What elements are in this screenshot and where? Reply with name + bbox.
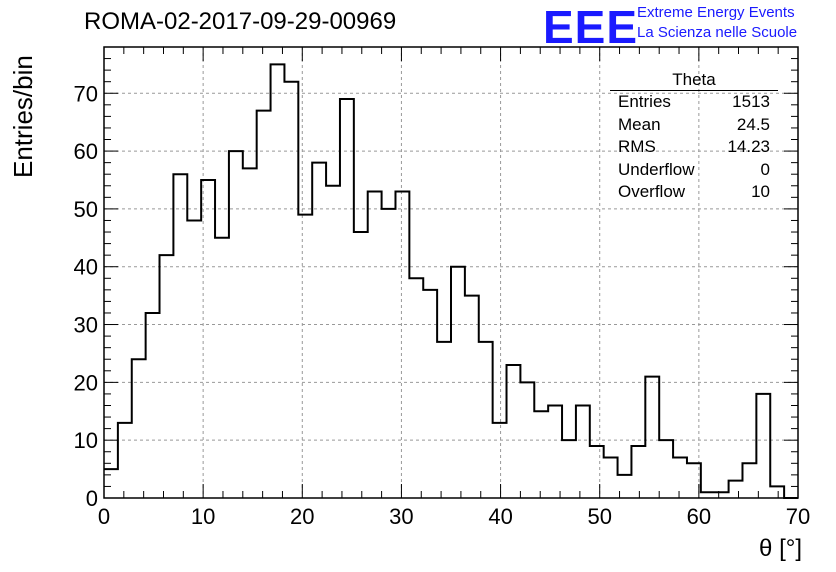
histogram-bin (548, 405, 562, 498)
histogram-bin (215, 238, 229, 498)
histogram-bin (423, 290, 437, 498)
histogram-bin (271, 64, 285, 498)
histogram-bin (715, 492, 729, 498)
histogram-bin (673, 458, 687, 498)
y-axis-label: Entries/bin (8, 55, 38, 178)
x-tick-label: 40 (488, 504, 512, 529)
histogram-bin (187, 220, 201, 498)
x-tick-label: 20 (290, 504, 314, 529)
histogram-bin (618, 475, 632, 498)
histogram-bin (451, 267, 465, 498)
stats-value: 14.23 (727, 137, 770, 156)
y-tick-label: 20 (74, 370, 98, 395)
stats-value: 0 (760, 159, 770, 179)
x-axis-label: θ [°] (759, 535, 802, 562)
histogram-bin (354, 232, 368, 498)
histogram-bin (562, 440, 576, 498)
histogram-bin (382, 209, 396, 498)
logo-line-2: La Scienza nelle Scuole (637, 24, 798, 41)
stats-label: Entries (618, 92, 671, 111)
plot-frame (103, 46, 799, 499)
x-tick-label: 30 (389, 504, 413, 529)
x-tick-label: 60 (687, 504, 711, 529)
stats-value: 24.5 (736, 114, 770, 134)
y-tick-label: 30 (74, 313, 98, 338)
stats-value: 1513 (732, 92, 770, 111)
logo-line-1: Extreme Energy Events (637, 4, 795, 21)
histogram-bin (132, 359, 146, 498)
histogram-bin (312, 163, 326, 498)
histogram-series-line (104, 63, 798, 499)
x-tick-label: 70 (786, 504, 810, 529)
histogram-bin (729, 481, 743, 498)
histogram-bin (326, 186, 340, 498)
histogram-bin (701, 492, 715, 498)
y-tick-label: 10 (74, 428, 98, 453)
stats-label: Overflow (618, 182, 686, 201)
x-tick-label: 10 (191, 504, 215, 529)
histogram-bin (590, 446, 604, 498)
histogram-bin (507, 365, 521, 498)
histogram-bin (118, 423, 132, 498)
histogram-bin (604, 458, 618, 498)
x-tick-label: 0 (98, 504, 110, 529)
stats-value: 10 (751, 182, 770, 201)
histogram-bin (160, 255, 174, 498)
stats-box: Theta Entries 1513 Mean 24.5 RMS 14.23 U… (610, 70, 778, 204)
stats-label: Mean (618, 114, 661, 134)
histogram-bin (493, 423, 507, 498)
histogram-bin (173, 174, 187, 498)
histogram-bin (534, 411, 548, 498)
histogram-bin (479, 342, 493, 498)
stats-title: Theta (610, 70, 778, 91)
stats-label: RMS (618, 137, 656, 156)
histogram-bin (631, 446, 645, 498)
histogram-bin (257, 111, 271, 498)
histogram-bin (687, 463, 701, 498)
stats-row-entries: Entries 1513 (610, 91, 778, 114)
stats-label: Underflow (618, 159, 695, 179)
histogram-bin (520, 382, 534, 498)
histogram-bin (340, 99, 354, 498)
y-tick-label: 50 (74, 197, 98, 222)
stats-row-overflow: Overflow 10 (610, 181, 778, 204)
histogram-bin (659, 440, 673, 498)
histogram-bin (243, 168, 257, 498)
x-tick-label: 50 (587, 504, 611, 529)
histogram-bin (645, 377, 659, 498)
y-tick-label: 40 (74, 255, 98, 280)
histogram-bin (756, 394, 770, 498)
histogram-bin (395, 192, 409, 498)
stats-row-rms: RMS 14.23 (610, 136, 778, 159)
histogram-bin (298, 215, 312, 498)
histogram-bin (201, 180, 215, 498)
stats-row-mean: Mean 24.5 (610, 114, 778, 137)
y-tick-label: 70 (74, 81, 98, 106)
stats-row-underflow: Underflow 0 (610, 159, 778, 182)
histogram-bin (409, 278, 423, 498)
histogram-bin (146, 313, 160, 498)
histogram-bin (368, 192, 382, 498)
histogram-bin (770, 486, 784, 498)
histogram-bin (742, 463, 756, 498)
histogram-bin (437, 342, 451, 498)
histogram-bin (229, 151, 243, 498)
histogram-bin (576, 405, 590, 498)
chart-title: ROMA-02-2017-09-29-00969 (84, 8, 397, 35)
histogram-bin (465, 296, 479, 498)
histogram-bin (104, 469, 118, 498)
eee-logo: EEE (543, 1, 639, 53)
histogram-bin (284, 82, 298, 498)
y-tick-label: 60 (74, 139, 98, 164)
y-tick-label: 0 (86, 486, 98, 511)
